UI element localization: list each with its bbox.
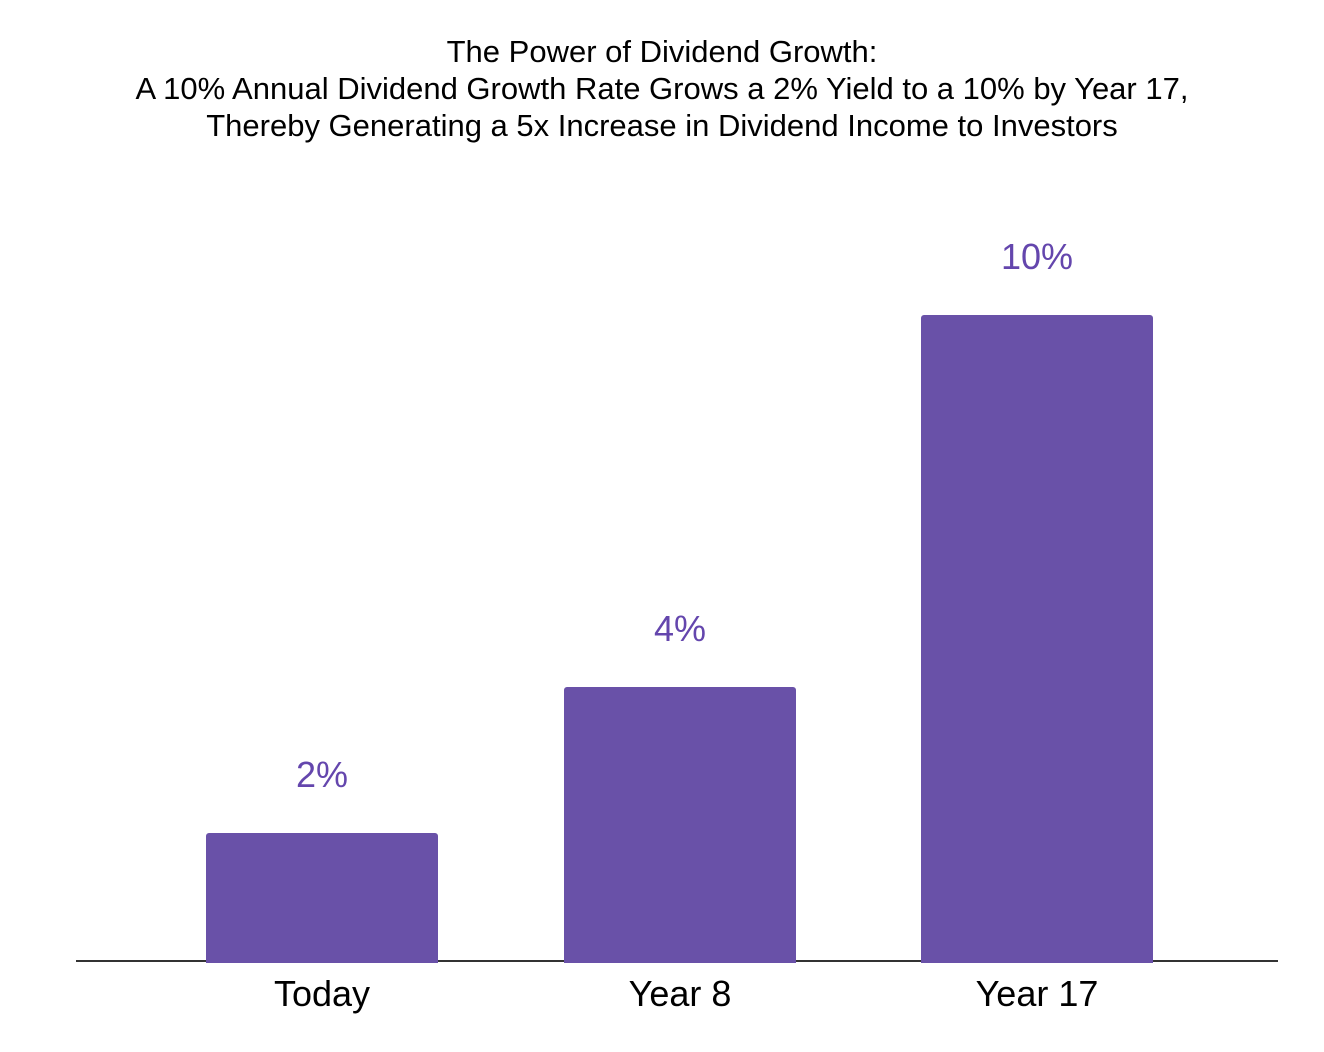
x-tick-label: Today xyxy=(273,973,371,1014)
bar-today xyxy=(206,833,438,963)
bar-value-label: 2% xyxy=(295,754,349,795)
bar-value-label: 4% xyxy=(653,608,707,649)
bar-year-17 xyxy=(921,315,1153,963)
bar-value-label: 10% xyxy=(1000,236,1074,277)
bar-year-8 xyxy=(564,687,796,963)
x-tick-label: Year 17 xyxy=(975,973,1099,1014)
chart-title: The Power of Dividend Growth: A 10% Annu… xyxy=(135,34,1189,143)
x-tick-label: Year 8 xyxy=(628,973,732,1014)
